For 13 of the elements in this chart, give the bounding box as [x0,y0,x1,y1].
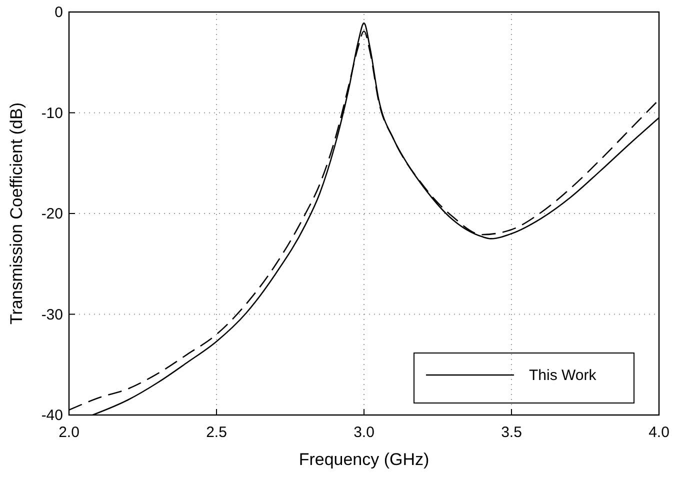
y-tick-label: -10 [41,104,63,122]
y-tick-label: 0 [54,4,63,21]
x-tick-label: 2.5 [206,424,227,441]
y-tick-label: -20 [41,206,63,222]
x-axis-title: Frequency (GHz) [298,450,430,469]
x-tick-label: 4.0 [648,424,670,441]
x-tick-label: 2.0 [58,424,80,441]
x-tick-label: 3.5 [501,424,522,441]
y-tick-label: -40 [41,407,63,424]
y-tick-label: -30 [41,306,63,324]
y-axis-title: Transmission Coefficient (dB) [7,102,26,325]
x-tick-label: 3.0 [354,424,374,441]
text: This Work [529,367,597,384]
